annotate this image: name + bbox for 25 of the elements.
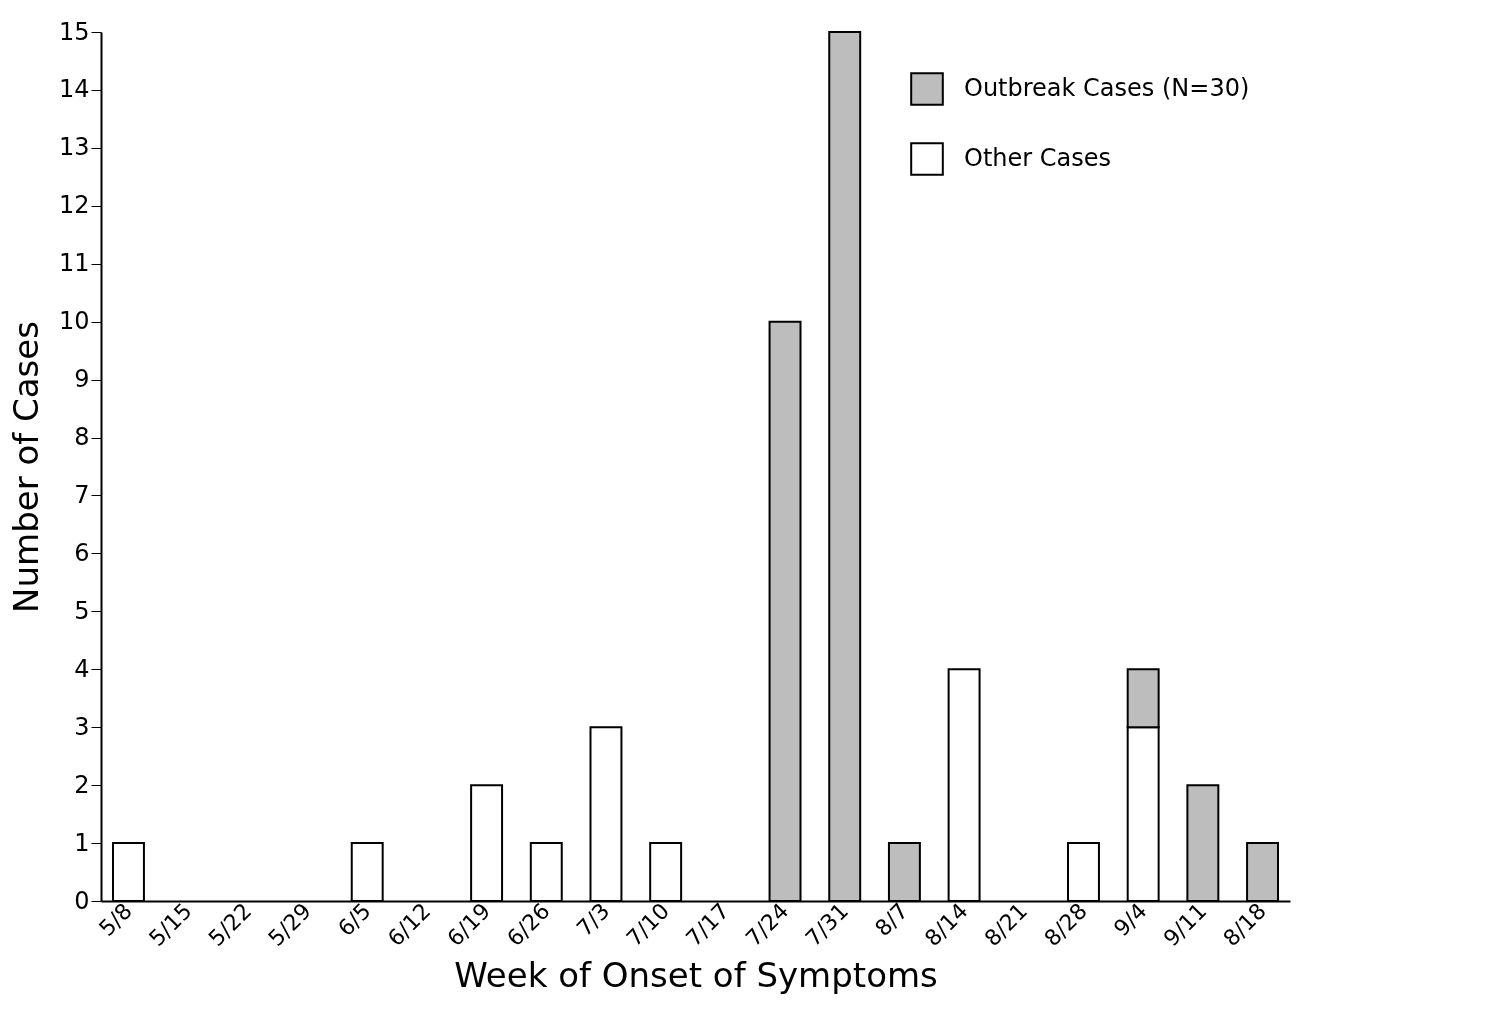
y-tick-label: 0 [74, 886, 90, 915]
y-tick-label: 15 [58, 17, 90, 46]
y-tick-label: 10 [58, 307, 90, 336]
y-tick-label: 4 [74, 654, 90, 683]
y-tick-label: 7 [74, 480, 90, 509]
y-tick-label: 11 [58, 249, 90, 278]
y-tick-label: 3 [74, 712, 90, 741]
x-axis-title: Week of Onset of Symptoms [454, 955, 938, 996]
x-tick-label: 6/5 [332, 898, 376, 942]
y-tick-label: 1 [74, 828, 90, 857]
y-tick-label: 2 [74, 770, 90, 799]
x-tick-label: 9/4 [1108, 898, 1152, 942]
x-tick-label: 7/3 [571, 898, 615, 942]
y-tick-label: 12 [58, 191, 90, 220]
y-tick-label: 9 [74, 365, 90, 394]
x-tick-label: 5/8 [94, 898, 137, 942]
y-tick-label: 6 [74, 538, 90, 567]
y-tick-label: 14 [58, 75, 90, 104]
y-tick-label: 5 [74, 596, 90, 625]
y-axis-title: Number of Cases [5, 321, 46, 613]
legend-label: Outbreak Cases (N=30) [964, 74, 1250, 102]
legend-label: Other Cases [964, 144, 1112, 172]
x-tick-label: 8/7 [870, 898, 913, 942]
y-tick-label: 13 [58, 133, 90, 162]
y-tick-label: 8 [74, 423, 90, 452]
